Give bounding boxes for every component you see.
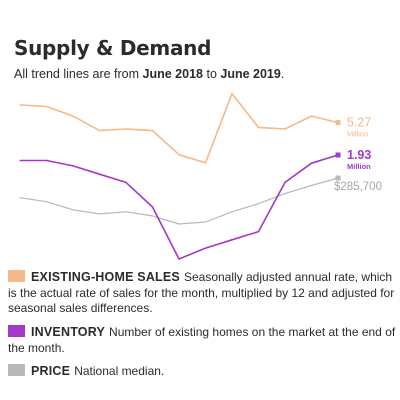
- legend-swatch-sales: [8, 270, 25, 282]
- legend-item-sales: EXISTING-HOME SALES Seasonally adjusted a…: [8, 270, 396, 317]
- point-sales-9: [257, 126, 260, 128]
- legend-desc-price: National median.: [74, 364, 165, 378]
- legend-name-sales: EXISTING-HOME SALES: [31, 270, 180, 284]
- point-sales-2: [72, 115, 74, 117]
- point-sales-0: [19, 104, 21, 106]
- point-price-2: [72, 209, 74, 211]
- subtitle-prefix: All trend lines are from: [14, 67, 143, 81]
- point-price-6: [178, 223, 180, 225]
- point-inventory-1: [45, 159, 48, 162]
- series-line-inventory: [20, 154, 339, 260]
- point-inventory-11: [310, 162, 313, 164]
- point-sales-8: [231, 93, 233, 95]
- point-price-5: [151, 215, 154, 217]
- point-price-4: [125, 211, 127, 213]
- point-inventory-4: [125, 181, 127, 183]
- point-price-10: [284, 193, 286, 195]
- point-price-8: [231, 211, 233, 213]
- legend-swatch-inventory: [8, 325, 25, 337]
- legend-item-inventory: INVENTORY Number of existing homes on the…: [8, 325, 396, 356]
- point-price-1: [45, 201, 48, 203]
- point-sales-3: [98, 130, 101, 132]
- subtitle-mid: to: [203, 67, 221, 81]
- point-inventory-0: [19, 159, 21, 162]
- point-inventory-9: [257, 231, 260, 233]
- end-marker-sales: [335, 120, 341, 126]
- legend-name-inventory: INVENTORY: [31, 325, 106, 339]
- point-inventory-6: [178, 258, 180, 260]
- legend-desc-sales: Seasonally adjusted annual rate, which i…: [8, 270, 395, 315]
- end-unit-inventory: Million: [347, 162, 371, 171]
- point-inventory-5: [151, 206, 154, 208]
- point-sales-6: [178, 154, 180, 156]
- point-inventory-2: [72, 165, 74, 167]
- legend-name-price: PRICE: [31, 364, 71, 378]
- point-sales-10: [284, 128, 286, 130]
- point-price-7: [204, 221, 207, 223]
- point-sales-4: [125, 128, 127, 130]
- chart-title: Supply & Demand: [14, 36, 212, 60]
- point-inventory-8: [231, 239, 233, 241]
- point-price-3: [98, 213, 101, 215]
- end-marker-price: [335, 175, 341, 181]
- point-sales-5: [151, 130, 154, 132]
- series-line-sales: [19, 92, 339, 164]
- end-value-price: $285,700: [334, 181, 382, 193]
- point-sales-11: [310, 115, 313, 117]
- chart-subtitle: All trend lines are from June 2018 to Ju…: [14, 67, 284, 81]
- series-line-price: [19, 177, 339, 225]
- point-price-9: [257, 203, 260, 205]
- subtitle-start-date: June 2018: [142, 67, 203, 81]
- legend-item-price: PRICE National median.: [8, 364, 396, 380]
- point-inventory-7: [204, 247, 207, 249]
- point-inventory-3: [98, 173, 101, 175]
- subtitle-end-date: June 2019: [220, 67, 281, 81]
- end-value-inventory: 1.93: [347, 148, 371, 162]
- end-unit-sales: Million: [347, 130, 368, 139]
- legend-swatch-price: [8, 364, 25, 376]
- end-marker-inventory: [335, 152, 341, 158]
- point-inventory-10: [284, 181, 286, 183]
- point-price-11: [310, 184, 313, 187]
- point-price-0: [19, 197, 21, 199]
- point-sales-7: [204, 162, 207, 164]
- end-value-sales: 5.27: [347, 116, 371, 130]
- subtitle-suffix: .: [280, 67, 285, 81]
- point-sales-1: [45, 105, 48, 108]
- legend-desc-inventory: Number of existing homes on the market a…: [8, 325, 396, 355]
